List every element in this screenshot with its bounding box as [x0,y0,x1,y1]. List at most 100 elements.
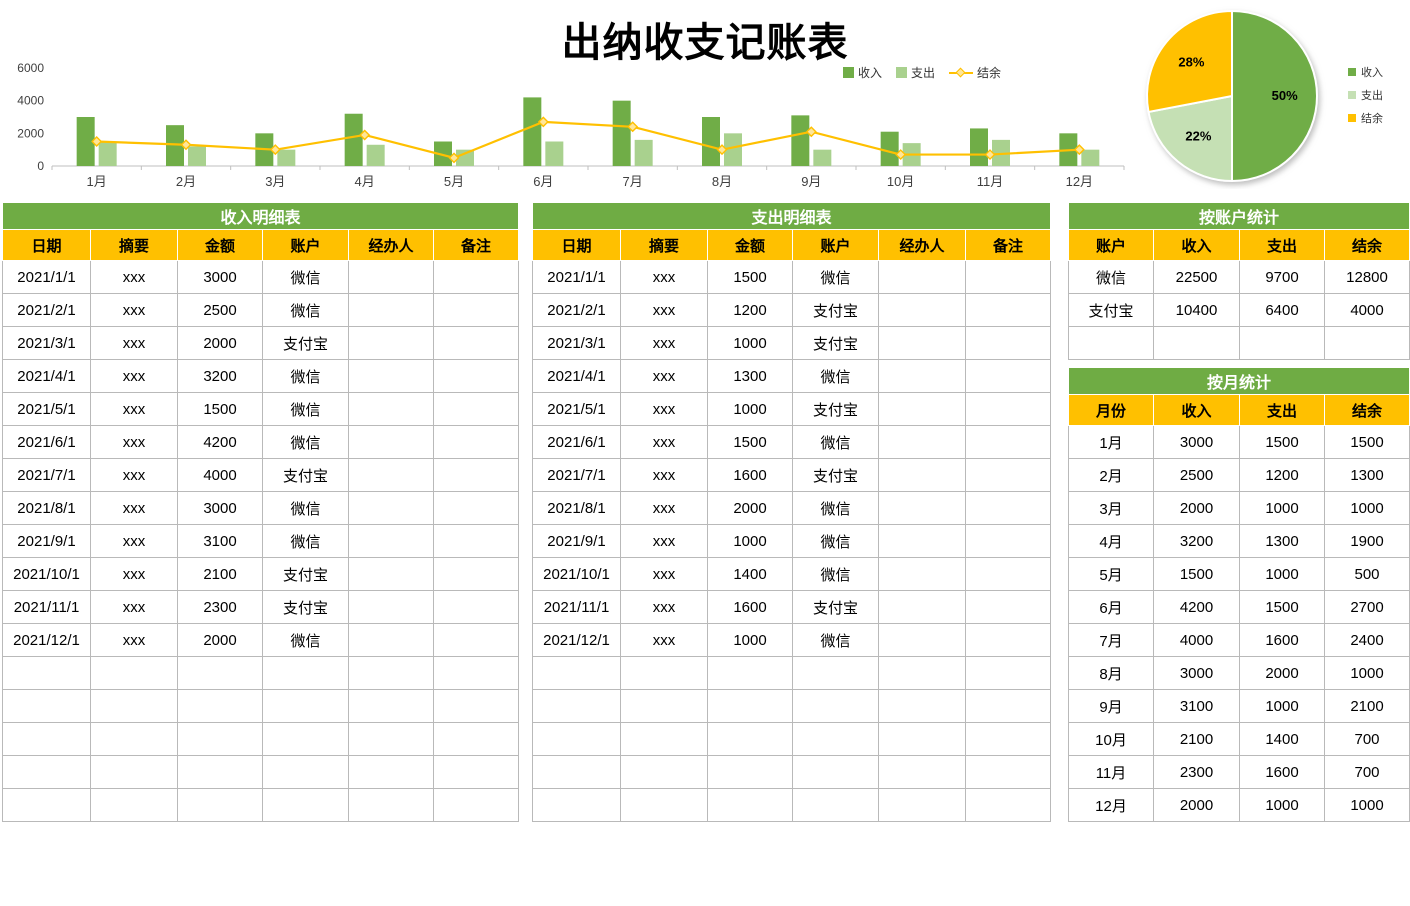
cell[interactable] [620,788,708,822]
cell[interactable] [964,755,1052,789]
cell[interactable] [532,755,621,789]
cell[interactable] [1239,326,1325,360]
cell[interactable] [964,425,1052,459]
cell[interactable]: 微信 [262,425,349,459]
cell[interactable] [177,689,263,723]
cell[interactable]: 700 [1323,755,1410,789]
cell[interactable]: 2021/10/1 [532,557,621,591]
cell[interactable]: xxx [620,425,708,459]
cell[interactable] [432,260,520,294]
cell[interactable]: 1000 [707,623,793,657]
cell[interactable]: 1300 [707,359,793,393]
cell[interactable] [432,425,520,459]
cell[interactable]: 2021/2/1 [532,293,621,327]
cell[interactable]: 1500 [177,392,263,426]
cell[interactable]: 1400 [707,557,793,591]
cell[interactable]: 1000 [1323,491,1410,525]
cell[interactable]: 10400 [1153,293,1240,327]
cell[interactable]: 2021/8/1 [532,491,621,525]
cell[interactable] [348,458,434,492]
cell[interactable]: 支付宝 [262,557,349,591]
cell[interactable]: 9700 [1239,260,1325,294]
cell[interactable]: 微信 [262,491,349,525]
cell[interactable]: 700 [1323,722,1410,756]
cell[interactable]: 2021/11/1 [532,590,621,624]
cell[interactable] [348,755,434,789]
cell[interactable] [432,524,520,558]
cell[interactable]: 2021/9/1 [532,524,621,558]
cell[interactable] [348,293,434,327]
cell[interactable] [348,359,434,393]
cell[interactable] [878,689,966,723]
cell[interactable]: xxx [90,557,178,591]
cell[interactable]: 1600 [1239,623,1325,657]
cell[interactable]: 2000 [177,326,263,360]
cell[interactable] [90,722,178,756]
cell[interactable]: 2021/11/1 [2,590,91,624]
cell[interactable]: 微信 [792,491,879,525]
cell[interactable]: 3000 [177,491,263,525]
cell[interactable]: 3100 [1153,689,1240,723]
cell[interactable]: 微信 [262,623,349,657]
cell[interactable]: 4200 [1153,590,1240,624]
cell[interactable]: 2021/7/1 [532,458,621,492]
cell[interactable]: 1600 [707,590,793,624]
cell[interactable]: 1500 [707,260,793,294]
cell[interactable] [177,656,263,690]
cell[interactable] [792,755,879,789]
cell[interactable] [432,722,520,756]
cell[interactable] [878,359,966,393]
cell[interactable]: 2021/10/1 [2,557,91,591]
cell[interactable]: 1500 [707,425,793,459]
cell[interactable]: 4000 [177,458,263,492]
cell[interactable] [90,656,178,690]
cell[interactable]: 1000 [1239,491,1325,525]
cell[interactable]: 4000 [1323,293,1410,327]
cell[interactable] [2,788,91,822]
cell[interactable]: xxx [620,359,708,393]
cell[interactable]: 9月 [1068,689,1154,723]
cell[interactable]: xxx [90,590,178,624]
cell[interactable]: 1500 [1323,425,1410,459]
cell[interactable]: 2400 [1323,623,1410,657]
cell[interactable]: 微信 [792,557,879,591]
cell[interactable]: xxx [620,293,708,327]
cell[interactable]: 微信 [262,524,349,558]
cell[interactable] [2,656,91,690]
cell[interactable]: 2021/3/1 [2,326,91,360]
cell[interactable]: 1000 [707,524,793,558]
cell[interactable] [792,656,879,690]
cell[interactable] [532,722,621,756]
cell[interactable] [707,755,793,789]
cell[interactable] [620,656,708,690]
cell[interactable] [262,722,349,756]
cell[interactable] [878,524,966,558]
cell[interactable]: 2021/12/1 [2,623,91,657]
cell[interactable] [90,689,178,723]
cell[interactable]: 5月 [1068,557,1154,591]
cell[interactable]: 微信 [262,392,349,426]
cell[interactable]: xxx [90,524,178,558]
cell[interactable] [878,260,966,294]
cell[interactable]: 微信 [1068,260,1154,294]
income-expense-combo-chart[interactable]: 0 2000 4000 6000 1月 2月 3月 4月 5月 6月 7月 8月 9月 10月 11月 12月 [6,54,1130,200]
cell[interactable]: 1300 [1239,524,1325,558]
cell[interactable]: 3000 [1153,425,1240,459]
cell[interactable]: 1000 [1239,557,1325,591]
cell[interactable]: 8月 [1068,656,1154,690]
cell[interactable]: 微信 [792,623,879,657]
cell[interactable]: xxx [90,326,178,360]
cell[interactable] [432,590,520,624]
cell[interactable] [964,491,1052,525]
cell[interactable] [2,689,91,723]
cell[interactable]: 1300 [1323,458,1410,492]
cell[interactable] [964,623,1052,657]
cell[interactable] [707,722,793,756]
cell[interactable]: 10月 [1068,722,1154,756]
cell[interactable]: 支付宝 [262,590,349,624]
cell[interactable] [620,755,708,789]
cell[interactable]: 1000 [1239,689,1325,723]
cell[interactable] [432,359,520,393]
cell[interactable]: 2021/7/1 [2,458,91,492]
cell[interactable]: 支付宝 [792,293,879,327]
